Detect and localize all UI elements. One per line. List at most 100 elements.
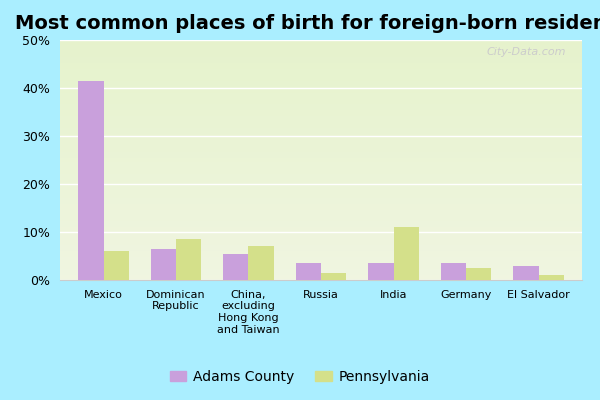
Bar [60,83,582,84]
Bar [60,136,582,137]
Bar [60,53,582,54]
Bar [60,74,582,75]
Bar [539,275,564,280]
Bar [60,143,582,144]
Bar [60,130,582,131]
Bar [176,239,202,280]
Bar [60,65,582,66]
Bar [60,165,582,166]
Bar [60,146,582,147]
Bar [60,62,582,63]
Bar [60,182,582,183]
Bar [60,90,582,92]
Bar [60,219,582,220]
Bar [60,185,582,186]
Bar [60,60,582,62]
Bar [60,88,582,89]
Bar [60,51,582,52]
Bar [60,180,582,182]
Bar [60,263,582,264]
Bar [60,268,582,269]
Legend: Adams County, Pennsylvania: Adams County, Pennsylvania [164,364,436,389]
Bar [60,228,582,230]
Bar [60,194,582,195]
Bar [440,263,466,280]
Bar [60,159,582,160]
Bar [60,275,582,276]
Bar [60,131,582,132]
Bar [394,227,419,280]
Bar [60,92,582,93]
Bar [60,42,582,44]
Bar [60,69,582,70]
Bar [60,66,582,68]
Bar [60,173,582,174]
Bar [60,76,582,77]
Bar [60,258,582,260]
Bar [60,245,582,246]
Bar [60,227,582,228]
Bar [60,78,582,80]
Bar [60,44,582,45]
Bar [60,71,582,72]
Bar [60,210,582,212]
Bar [60,81,582,82]
Bar [60,113,582,114]
Bar [60,204,582,206]
Bar [60,86,582,87]
Bar [60,148,582,149]
Bar [60,262,582,263]
Bar [60,41,582,42]
Bar [60,197,582,198]
Bar [60,255,582,256]
Bar [60,107,582,108]
Bar [60,122,582,123]
Bar [60,161,582,162]
Bar [60,147,582,148]
Bar [60,226,582,227]
Bar [60,140,582,141]
Bar [60,84,582,86]
Bar [60,264,582,266]
Bar [60,246,582,248]
Bar [60,244,582,245]
Bar [60,162,582,164]
Bar [60,278,582,279]
Bar [60,134,582,135]
Bar [60,171,582,172]
Bar [60,141,582,142]
Bar [60,191,582,192]
Bar [60,230,582,231]
Bar [78,81,104,280]
Bar [60,104,582,105]
Bar [60,184,582,185]
Bar [151,249,176,280]
Bar [60,174,582,176]
Bar [60,188,582,189]
Bar [60,135,582,136]
Bar [60,237,582,238]
Bar [60,218,582,219]
Bar [60,167,582,168]
Bar [60,236,582,237]
Bar [60,52,582,53]
Bar [60,123,582,124]
Bar [60,272,582,273]
Bar [60,56,582,57]
Bar [60,156,582,158]
Bar [60,110,582,111]
Bar [60,45,582,46]
Bar [60,160,582,161]
Bar [513,266,539,280]
Bar [60,57,582,58]
Bar [60,195,582,196]
Bar [60,232,582,233]
Bar [60,120,582,122]
Bar [60,257,582,258]
Bar [60,178,582,179]
Bar [60,269,582,270]
Bar [60,201,582,202]
Bar [60,220,582,221]
Bar [60,251,582,252]
Bar [60,70,582,71]
